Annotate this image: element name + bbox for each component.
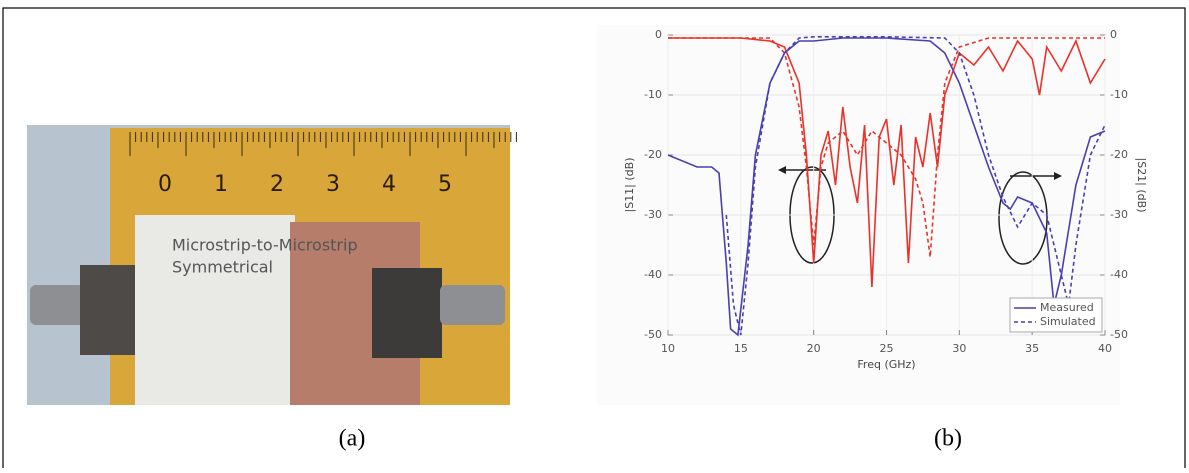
connector-left	[80, 265, 135, 355]
caption: (b)	[934, 426, 962, 452]
y2-tick-label: -20	[1110, 148, 1128, 161]
series-line	[668, 37, 1106, 288]
arrowhead	[778, 166, 786, 174]
x-tick-label: 20	[807, 342, 821, 355]
x-tick-label: 30	[952, 342, 966, 355]
y2-tick-label: -30	[1110, 208, 1128, 221]
y2-axis-label: |S21| (dB)	[1135, 158, 1148, 213]
connector-right-pin	[440, 285, 505, 325]
y2-tick-label: -10	[1110, 88, 1128, 101]
x-tick-label: 10	[661, 342, 675, 355]
y2-tick-label: 0	[1110, 28, 1117, 41]
caption: (a)	[339, 426, 366, 452]
y-axis-label: |S11| (dB)	[623, 158, 636, 213]
x-tick-label: 35	[1025, 342, 1039, 355]
arrowhead	[1054, 172, 1062, 180]
ruler-label: 5	[438, 172, 452, 197]
legend-label: Measured	[1040, 301, 1094, 314]
board-white	[135, 215, 295, 405]
y2-tick-label: -50	[1110, 328, 1128, 341]
ruler-label: 1	[214, 172, 228, 197]
ruler-label: 2	[270, 172, 284, 197]
y-tick-label: -20	[644, 148, 662, 161]
connector-left-pin	[30, 285, 85, 325]
board-text: Symmetrical	[172, 258, 273, 277]
legend-box	[1009, 297, 1103, 333]
connector-right	[372, 268, 442, 358]
y-tick-label: -10	[644, 88, 662, 101]
series-line	[725, 36, 1106, 336]
ruler-label: 4	[382, 172, 396, 197]
ruler-label: 0	[158, 172, 172, 197]
ruler-label: 3	[326, 172, 340, 197]
series-line	[667, 37, 1106, 337]
x-tick-label: 15	[734, 342, 748, 355]
board-text: Microstrip-to-Microstrip	[172, 236, 358, 255]
ruler-ticks: 0 1 2 3 4 5 Microstrip-to-Microstrip Symmetrica…	[129, 132, 517, 277]
y-tick-label: 0	[655, 28, 662, 41]
legend-label: Simulated	[1040, 315, 1096, 328]
y-tick-label: -30	[644, 208, 662, 221]
photo: 0 1 2 3 4 5 Microstrip-to-Microstrip Symmetrica…	[27, 125, 517, 405]
y2-tick-label: -40	[1110, 268, 1128, 281]
y-tick-label: -50	[644, 328, 662, 341]
x-tick-label: 25	[880, 342, 894, 355]
frame	[2, 7, 1186, 473]
y-tick-label: -40	[644, 268, 662, 281]
series-line	[668, 37, 1105, 258]
x-axis-label: Freq (GHz)	[857, 358, 915, 371]
x-tick-label: 40	[1098, 342, 1112, 355]
